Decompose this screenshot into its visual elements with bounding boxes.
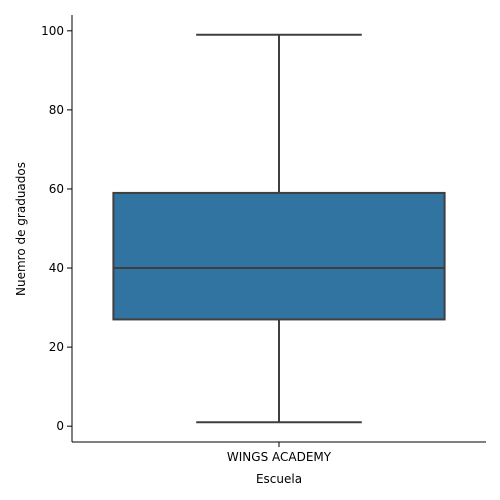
y-tick-label: 60 [49, 182, 64, 196]
y-tick-label: 100 [41, 24, 64, 38]
y-tick-label: 40 [49, 261, 64, 275]
box-iqr [113, 193, 444, 320]
y-axis-label: Nuemro de graduados [14, 162, 28, 296]
y-tick-label: 20 [49, 340, 64, 354]
y-tick-label: 80 [49, 103, 64, 117]
y-tick-label: 0 [56, 419, 64, 433]
x-tick-label: WINGS ACADEMY [227, 450, 332, 464]
x-axis-ticks: WINGS ACADEMY [227, 442, 332, 464]
box-plot-series [113, 35, 444, 422]
y-axis-ticks: 0 20 40 60 80 100 [41, 24, 72, 433]
x-axis-label: Escuela [256, 472, 302, 486]
